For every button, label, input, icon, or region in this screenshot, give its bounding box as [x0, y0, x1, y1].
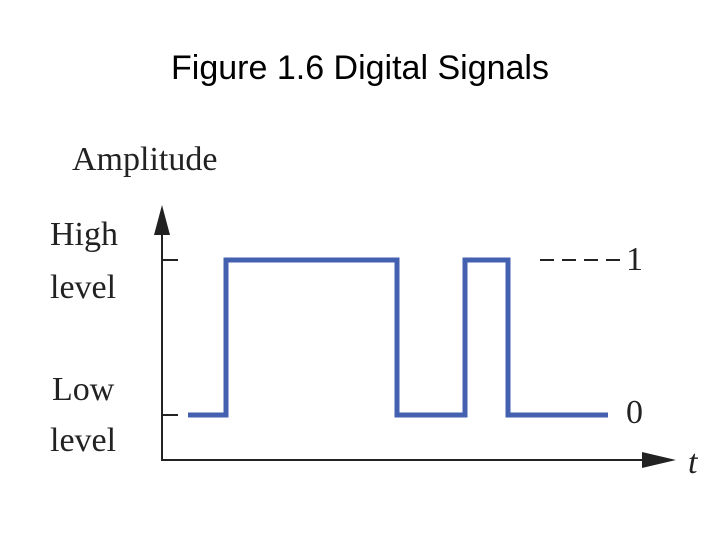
- y-axis-label: Amplitude: [72, 141, 217, 178]
- level-value: 0: [626, 394, 643, 431]
- x-axis-label: t: [688, 444, 699, 481]
- arrow-head: [642, 452, 676, 468]
- axes: [161, 222, 660, 461]
- level-label: level: [50, 422, 116, 459]
- slide-title: Figure 1.6 Digital Signals: [171, 49, 549, 87]
- arrow-head: [154, 205, 170, 235]
- digital-signal: [188, 257, 608, 418]
- level-label: High: [50, 216, 118, 253]
- level-label: Low: [52, 371, 115, 408]
- level-value: 1: [626, 241, 643, 278]
- level-label: level: [50, 269, 116, 306]
